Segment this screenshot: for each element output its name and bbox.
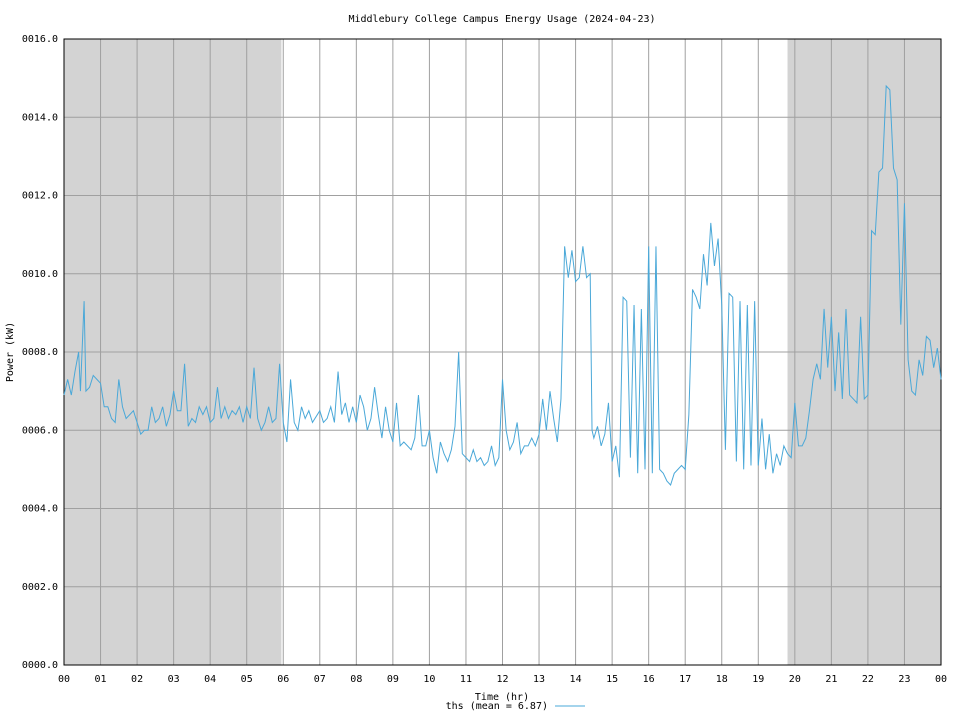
x-tick-label: 12 — [496, 674, 508, 685]
x-tick-label: 00 — [935, 674, 947, 685]
y-axis-label: Power (kW) — [5, 322, 16, 382]
y-tick-label: 0000.0 — [22, 660, 58, 671]
x-tick-label: 10 — [423, 674, 435, 685]
x-tick-label: 13 — [533, 674, 545, 685]
x-tick-label: 01 — [95, 674, 107, 685]
x-tick-label: 06 — [277, 674, 289, 685]
x-tick-label: 23 — [898, 674, 910, 685]
y-tick-label: 0008.0 — [22, 347, 58, 358]
y-tick-label: 0014.0 — [22, 112, 58, 123]
legend-label: ths (mean = 6.87) — [446, 701, 548, 712]
x-tick-label: 11 — [460, 674, 472, 685]
x-tick-label: 19 — [752, 674, 764, 685]
x-tick-label: 05 — [241, 674, 253, 685]
y-tick-label: 0012.0 — [22, 191, 58, 202]
x-tick-label: 20 — [789, 674, 801, 685]
chart-title: Middlebury College Campus Energy Usage (… — [348, 14, 655, 25]
x-tick-label: 14 — [570, 674, 582, 685]
plot-border — [63, 38, 942, 666]
data-line — [63, 84, 942, 486]
x-axis-label: Time (hr) — [475, 692, 529, 703]
y-tick-label: 0006.0 — [22, 425, 58, 436]
x-tick-label: 08 — [350, 674, 362, 685]
y-tick-label: 0002.0 — [22, 582, 58, 593]
x-tick-label: 21 — [825, 674, 837, 685]
y-tick-label: 0004.0 — [22, 504, 58, 515]
x-tick-label: 04 — [204, 674, 216, 685]
x-tick-label: 00 — [58, 674, 70, 685]
x-tick-label: 18 — [716, 674, 728, 685]
x-tick-label: 17 — [679, 674, 691, 685]
x-tick-label: 09 — [387, 674, 399, 685]
y-tick-label: 0016.0 — [22, 34, 58, 45]
x-tick-label: 15 — [606, 674, 618, 685]
x-tick-label: 03 — [168, 674, 180, 685]
x-tick-label: 02 — [131, 674, 143, 685]
x-tick-label: 07 — [314, 674, 326, 685]
x-tick-label: 22 — [862, 674, 874, 685]
x-tick-label: 16 — [643, 674, 655, 685]
y-tick-label: 0010.0 — [22, 269, 58, 280]
